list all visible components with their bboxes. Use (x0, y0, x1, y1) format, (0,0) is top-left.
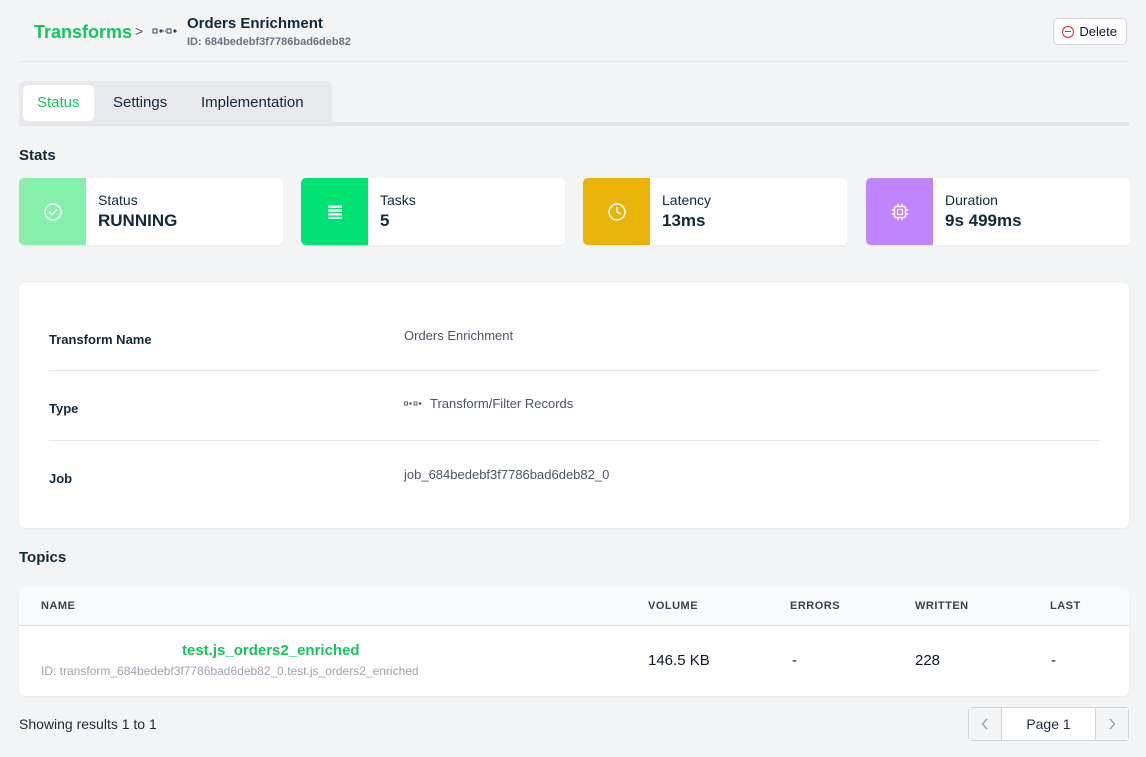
stat-card-tasks: Tasks 5 (301, 178, 565, 245)
tab-implementation[interactable]: Implementation (201, 94, 304, 111)
stat-value: 9s 499ms (945, 211, 1022, 230)
topic-errors: - (792, 652, 797, 669)
stat-icon-bg (19, 178, 86, 245)
detail-value: Orders Enrichment (404, 328, 513, 343)
chevron-right-icon (1109, 718, 1116, 730)
stat-card-duration: Duration 9s 499ms (866, 178, 1130, 245)
stat-card-latency: Latency 13ms (583, 178, 847, 245)
stat-label: Latency (662, 192, 712, 208)
breadcrumb-transforms-link[interactable]: Transforms (34, 22, 133, 42)
column-header-errors: ERRORS (790, 600, 841, 612)
detail-row-name: Transform Name Orders Enrichment (49, 283, 1100, 371)
detail-row-type: Type Transform/Filter Records (49, 371, 1100, 441)
check-circle-icon (43, 202, 62, 221)
stat-label: Status (98, 192, 138, 208)
page-indicator: Page 1 (1026, 716, 1071, 732)
stat-card-status: Status RUNNING (19, 178, 283, 245)
chevron-left-icon (981, 718, 988, 730)
column-header-last: LAST (1050, 600, 1081, 612)
column-header-written: WRITTEN (915, 600, 969, 612)
stat-icon-bg (301, 178, 368, 245)
topic-last: - (1051, 652, 1056, 669)
delete-button[interactable]: Delete (1053, 18, 1127, 45)
next-page-button[interactable] (1095, 708, 1128, 740)
transform-name-value: Orders Enrichment (404, 328, 514, 343)
topic-id: ID: transform_684bedebf3f7786bad6deb82_0… (41, 664, 419, 678)
topic-volume: 146.5 KB (648, 652, 710, 669)
list-icon (327, 205, 342, 219)
results-count: Showing results 1 to 1 (19, 716, 157, 732)
transform-id: ID: 684bedebf3f7786bad6deb82 (187, 36, 351, 48)
detail-row-job: Job job_684bedebf3f7786bad6deb82_0 (49, 441, 1100, 511)
pagination: Page 1 (968, 707, 1129, 741)
job-value: job_684bedebf3f7786bad6deb82_0 (404, 467, 610, 482)
type-value: Transform/Filter Records (430, 396, 574, 411)
breadcrumb-separator: > (135, 23, 144, 39)
transform-icon (152, 28, 177, 34)
page-title: Orders Enrichment (187, 15, 323, 32)
cpu-icon (891, 203, 908, 220)
column-header-volume: VOLUME (648, 600, 699, 612)
detail-label: Transform Name (49, 332, 152, 347)
stat-value: 13ms (662, 211, 706, 230)
minus-circle-icon (1062, 25, 1075, 38)
transform-type-icon (404, 401, 422, 405)
tab-status[interactable]: Status (23, 85, 94, 121)
stat-value: 5 (380, 211, 390, 230)
clock-icon (607, 202, 626, 221)
stat-icon-bg (866, 178, 933, 245)
topics-heading: Topics (19, 549, 67, 566)
column-header-name: NAME (41, 600, 76, 612)
detail-value: job_684bedebf3f7786bad6deb82_0 (404, 467, 609, 482)
detail-label: Type (49, 401, 79, 416)
topic-written: 228 (915, 652, 941, 669)
detail-value: Transform/Filter Records (404, 396, 573, 411)
delete-button-label: Delete (1079, 24, 1117, 39)
topic-name-link[interactable]: test.js_orders2_enriched (182, 642, 360, 659)
page-header: Transforms > Orders Enrichment ID: 684be… (19, 0, 1129, 62)
details-card: Transform Name Orders Enrichment Type Tr… (19, 283, 1129, 528)
stat-value: RUNNING (98, 211, 178, 230)
previous-page-button[interactable] (969, 708, 1002, 740)
tabs-underline (19, 122, 1129, 126)
stat-label: Duration (945, 192, 998, 208)
detail-label: Job (49, 471, 73, 486)
stat-label: Tasks (380, 192, 416, 208)
tab-settings[interactable]: Settings (113, 94, 168, 111)
topics-table: NAME VOLUME ERRORS WRITTEN LAST test.js_… (19, 587, 1129, 696)
stats-heading: Stats (19, 147, 56, 164)
stat-icon-bg (583, 178, 650, 245)
table-header: NAME VOLUME ERRORS WRITTEN LAST (19, 587, 1129, 626)
tab-bar: Status Settings Implementation (19, 81, 332, 124)
